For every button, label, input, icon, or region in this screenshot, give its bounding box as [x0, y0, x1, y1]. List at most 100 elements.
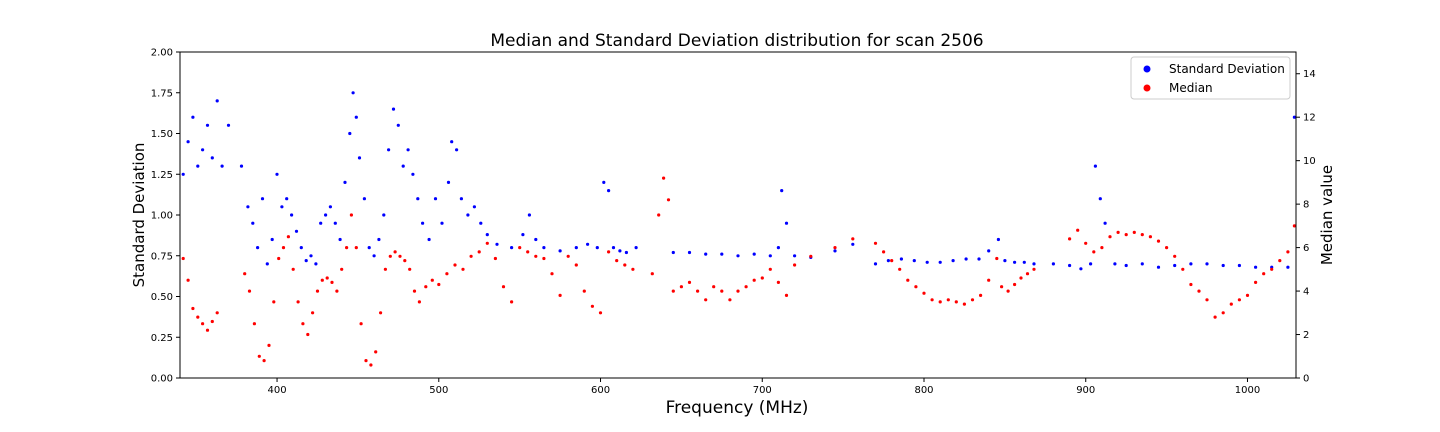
median-point — [607, 250, 611, 254]
legend-marker-std — [1143, 65, 1151, 73]
median-point — [666, 198, 671, 202]
median-point — [510, 300, 514, 304]
median-point — [191, 306, 195, 311]
std-point — [527, 213, 532, 217]
std-point — [964, 257, 968, 261]
median-point — [424, 285, 428, 289]
median-point — [598, 311, 603, 315]
median-point — [267, 343, 271, 347]
median-point — [914, 285, 918, 289]
median-point — [657, 213, 661, 217]
median-point — [1254, 280, 1258, 284]
median-point — [712, 285, 716, 289]
std-point — [280, 205, 284, 209]
std-point — [833, 249, 837, 253]
std-point — [602, 180, 606, 184]
std-point — [411, 172, 415, 176]
median-point — [257, 354, 261, 358]
median-point — [430, 278, 434, 282]
median-point — [445, 272, 449, 276]
y2-tick-label: 8 — [1303, 200, 1309, 211]
median-point — [315, 289, 320, 293]
std-point — [542, 246, 546, 250]
std-point — [196, 164, 200, 168]
std-point — [367, 246, 371, 250]
y2-tick-label: 2 — [1303, 330, 1309, 341]
std-point — [256, 246, 260, 250]
median-point — [784, 293, 789, 297]
median-point — [979, 293, 983, 297]
median-point — [728, 298, 732, 302]
median-point — [461, 267, 465, 271]
median-point — [383, 267, 387, 271]
median-point — [364, 359, 368, 363]
median-point — [186, 278, 190, 282]
std-point — [472, 205, 476, 209]
y-axis-label: Standard Deviation — [130, 143, 148, 288]
std-point — [314, 262, 318, 266]
median-point — [354, 246, 358, 250]
std-point — [1089, 262, 1093, 266]
std-point — [333, 221, 337, 225]
median-point — [1140, 233, 1144, 237]
std-point — [938, 260, 942, 264]
std-point — [285, 197, 289, 201]
x-axis-label: Frequency (MHz) — [666, 398, 809, 418]
y-tick-label: 1.50 — [151, 129, 173, 140]
std-point — [348, 131, 352, 136]
median-point — [1084, 241, 1088, 245]
std-point — [720, 252, 724, 256]
median-point — [671, 289, 675, 293]
std-point — [996, 237, 1001, 242]
std-point — [338, 237, 342, 242]
std-point — [226, 123, 231, 127]
median-point — [1148, 235, 1152, 239]
std-point — [246, 205, 250, 209]
median-point — [1006, 289, 1010, 293]
std-point — [294, 229, 299, 233]
median-point — [1213, 315, 1217, 319]
median-point — [1245, 293, 1250, 297]
median-point — [938, 300, 942, 304]
median-point — [582, 289, 586, 293]
std-point — [324, 213, 328, 217]
std-point — [1013, 260, 1017, 264]
median-point — [281, 246, 286, 250]
std-point — [416, 197, 420, 201]
std-point — [1103, 221, 1107, 225]
median-point — [1237, 298, 1241, 302]
median-point — [286, 235, 290, 239]
median-point — [205, 328, 210, 332]
median-point — [890, 259, 894, 263]
median-point — [1221, 311, 1225, 315]
median-point — [1229, 302, 1233, 306]
std-point — [611, 246, 616, 250]
std-point — [618, 249, 622, 253]
median-point — [970, 298, 975, 302]
median-point — [631, 267, 635, 271]
median-point — [345, 246, 349, 250]
std-point — [1221, 263, 1225, 268]
legend-label-std: Standard Deviation — [1169, 62, 1285, 76]
std-point — [1292, 115, 1296, 119]
std-point — [215, 99, 219, 103]
median-point — [558, 293, 562, 297]
median-point — [1189, 282, 1193, 287]
std-point — [784, 221, 789, 225]
y-tick-label: 0.00 — [151, 374, 173, 385]
std-point — [776, 246, 781, 250]
median-point — [398, 254, 402, 258]
median-point — [485, 241, 489, 245]
std-point — [396, 123, 400, 127]
median-point — [962, 302, 967, 306]
std-point — [1237, 263, 1241, 268]
median-point — [534, 254, 538, 258]
std-point — [510, 246, 514, 250]
median-point — [477, 250, 481, 254]
std-point — [1286, 265, 1290, 269]
median-point — [325, 276, 329, 280]
median-point — [196, 315, 200, 319]
median-point — [1068, 237, 1072, 241]
std-point — [220, 164, 224, 168]
points-layer — [181, 91, 1296, 367]
